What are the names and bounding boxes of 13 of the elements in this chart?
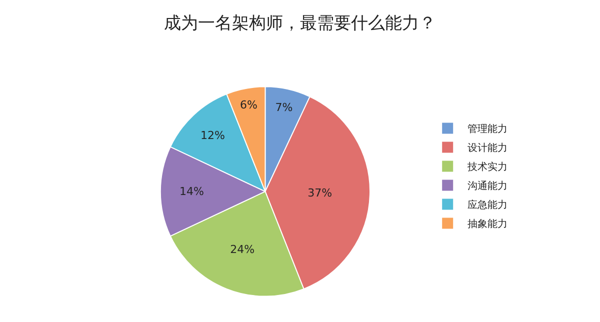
data-label: 14%	[179, 184, 204, 198]
data-label: 37%	[308, 186, 332, 200]
legend-label: 沟通能力	[468, 180, 508, 192]
data-label: 6%	[240, 98, 258, 112]
legend-label: 设计能力	[468, 142, 508, 154]
legend-label: 技术实力	[466, 161, 508, 174]
legend-label: 抽象能力	[468, 218, 508, 230]
data-label: 24%	[230, 242, 255, 256]
chart-title: 成为一名架构师，最需要什么能力？	[164, 13, 436, 34]
legend-label: 应急能力	[468, 199, 508, 212]
legend-label: 管理能力	[468, 123, 508, 136]
data-label: 12%	[200, 129, 225, 142]
data-label: 7%	[275, 101, 293, 114]
